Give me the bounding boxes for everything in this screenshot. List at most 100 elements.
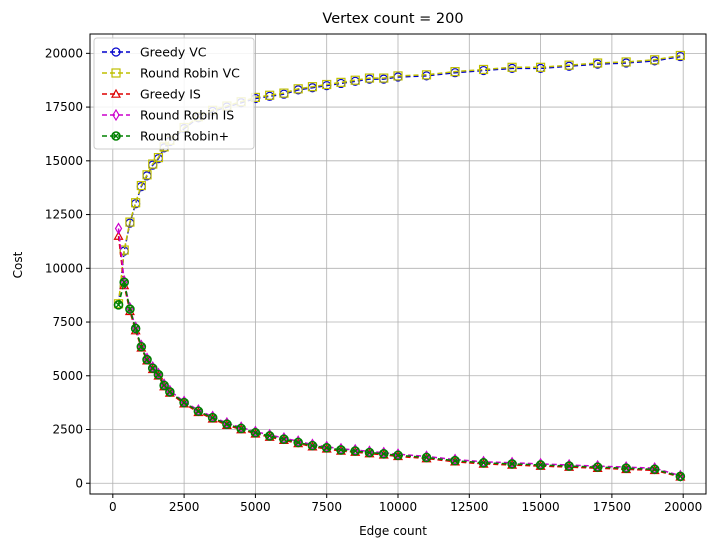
- data-point: [649, 464, 660, 475]
- data-point: [450, 67, 460, 77]
- x-axis-label: Edge count: [359, 524, 427, 538]
- y-tick-label: 5000: [52, 369, 83, 383]
- data-point: [364, 447, 375, 458]
- data-point: [119, 245, 129, 255]
- data-point: [321, 442, 332, 453]
- data-point: [113, 300, 124, 310]
- data-point: [507, 459, 517, 469]
- data-point: [336, 77, 346, 87]
- x-tick-label: 17500: [593, 500, 631, 514]
- series-line: [117, 55, 681, 305]
- data-point: [393, 71, 403, 81]
- legend-marker: [112, 108, 120, 122]
- data-point: [307, 440, 318, 451]
- data-point: [165, 387, 175, 397]
- legend-item: Round Robin VC: [102, 66, 240, 81]
- data-point: [592, 462, 603, 472]
- data-point: [207, 412, 218, 423]
- legend-item: Greedy VC: [102, 45, 207, 60]
- y-tick-label: 2500: [52, 423, 83, 437]
- grid: [90, 34, 706, 494]
- data-point: [350, 446, 361, 456]
- data-point: [393, 450, 403, 461]
- data-point: [130, 323, 141, 334]
- legend-marker: [110, 88, 122, 98]
- legend: Greedy VC Round Robin VC Greedy IS Round Ro…: [93, 37, 255, 150]
- data-point: [236, 423, 246, 434]
- legend-marker: [111, 68, 121, 78]
- data-point: [148, 159, 158, 169]
- data-point: [125, 304, 135, 314]
- legend-item: Greedy IS: [102, 87, 201, 102]
- legend-label: Round Robin+: [140, 129, 229, 144]
- data-point: [507, 62, 517, 72]
- series-4: [114, 222, 685, 482]
- legend-label: Round Robin IS: [140, 108, 234, 123]
- data-point: [153, 369, 164, 380]
- data-point: [114, 222, 123, 235]
- data-point: [621, 463, 631, 474]
- data-point: [379, 73, 389, 83]
- data-point: [478, 64, 489, 75]
- chart-title: Vertex count = 200: [322, 11, 463, 27]
- series-line: [117, 236, 681, 478]
- legend-item: Round Robin+: [102, 129, 229, 144]
- data-point: [113, 230, 124, 240]
- data-point: [279, 88, 289, 98]
- x-tick-label: 20000: [664, 500, 702, 514]
- x-tick-label: 12500: [450, 500, 488, 514]
- legend-label: Greedy IS: [140, 87, 201, 102]
- y-tick-label: 20000: [45, 46, 83, 60]
- legend-marker: [111, 131, 121, 141]
- data-point: [279, 434, 289, 444]
- data-point: [421, 452, 432, 463]
- data-point: [293, 437, 303, 448]
- series-line: [117, 228, 681, 477]
- data-point: [265, 90, 275, 100]
- y-tick-label: 7500: [52, 315, 83, 329]
- data-point: [153, 152, 164, 163]
- data-point: [336, 445, 346, 455]
- x-tick-label: 10000: [379, 500, 417, 514]
- data-point: [564, 461, 574, 471]
- data-point: [193, 406, 204, 417]
- data-point: [350, 75, 360, 85]
- y-tick-label: 15000: [45, 154, 83, 168]
- x-tick-label: 2500: [169, 500, 200, 514]
- data-point: [364, 73, 375, 83]
- series-layer: [113, 50, 686, 482]
- series-line: [117, 282, 681, 478]
- data-point: [322, 79, 332, 90]
- data-point: [264, 431, 275, 441]
- data-point: [307, 82, 318, 92]
- legend-item: Round Robin IS: [102, 108, 234, 123]
- data-point: [222, 419, 232, 429]
- y-tick-label: 10000: [45, 261, 83, 275]
- y-axis-label: Cost: [11, 251, 25, 278]
- data-point: [142, 170, 152, 180]
- data-point: [593, 58, 603, 68]
- data-point: [142, 354, 152, 365]
- data-point: [621, 57, 631, 67]
- x-tick-label: 5000: [240, 500, 271, 514]
- data-point: [535, 460, 546, 470]
- data-point: [378, 449, 389, 459]
- series-3: [113, 230, 686, 481]
- data-point: [119, 277, 130, 288]
- y-tick-label: 0: [75, 476, 83, 490]
- data-point: [293, 84, 303, 94]
- data-point: [675, 471, 686, 482]
- data-point: [675, 50, 685, 61]
- data-point: [650, 55, 660, 65]
- data-point: [147, 363, 158, 374]
- x-tick-label: 15000: [521, 500, 559, 514]
- y-tick-label: 17500: [45, 100, 83, 114]
- legend-box: [93, 37, 255, 150]
- data-point: [450, 455, 460, 466]
- data-point: [250, 427, 261, 438]
- x-tick-label: 0: [109, 500, 117, 514]
- data-point: [421, 70, 432, 80]
- legend-label: Greedy VC: [140, 45, 207, 60]
- data-point: [159, 380, 169, 391]
